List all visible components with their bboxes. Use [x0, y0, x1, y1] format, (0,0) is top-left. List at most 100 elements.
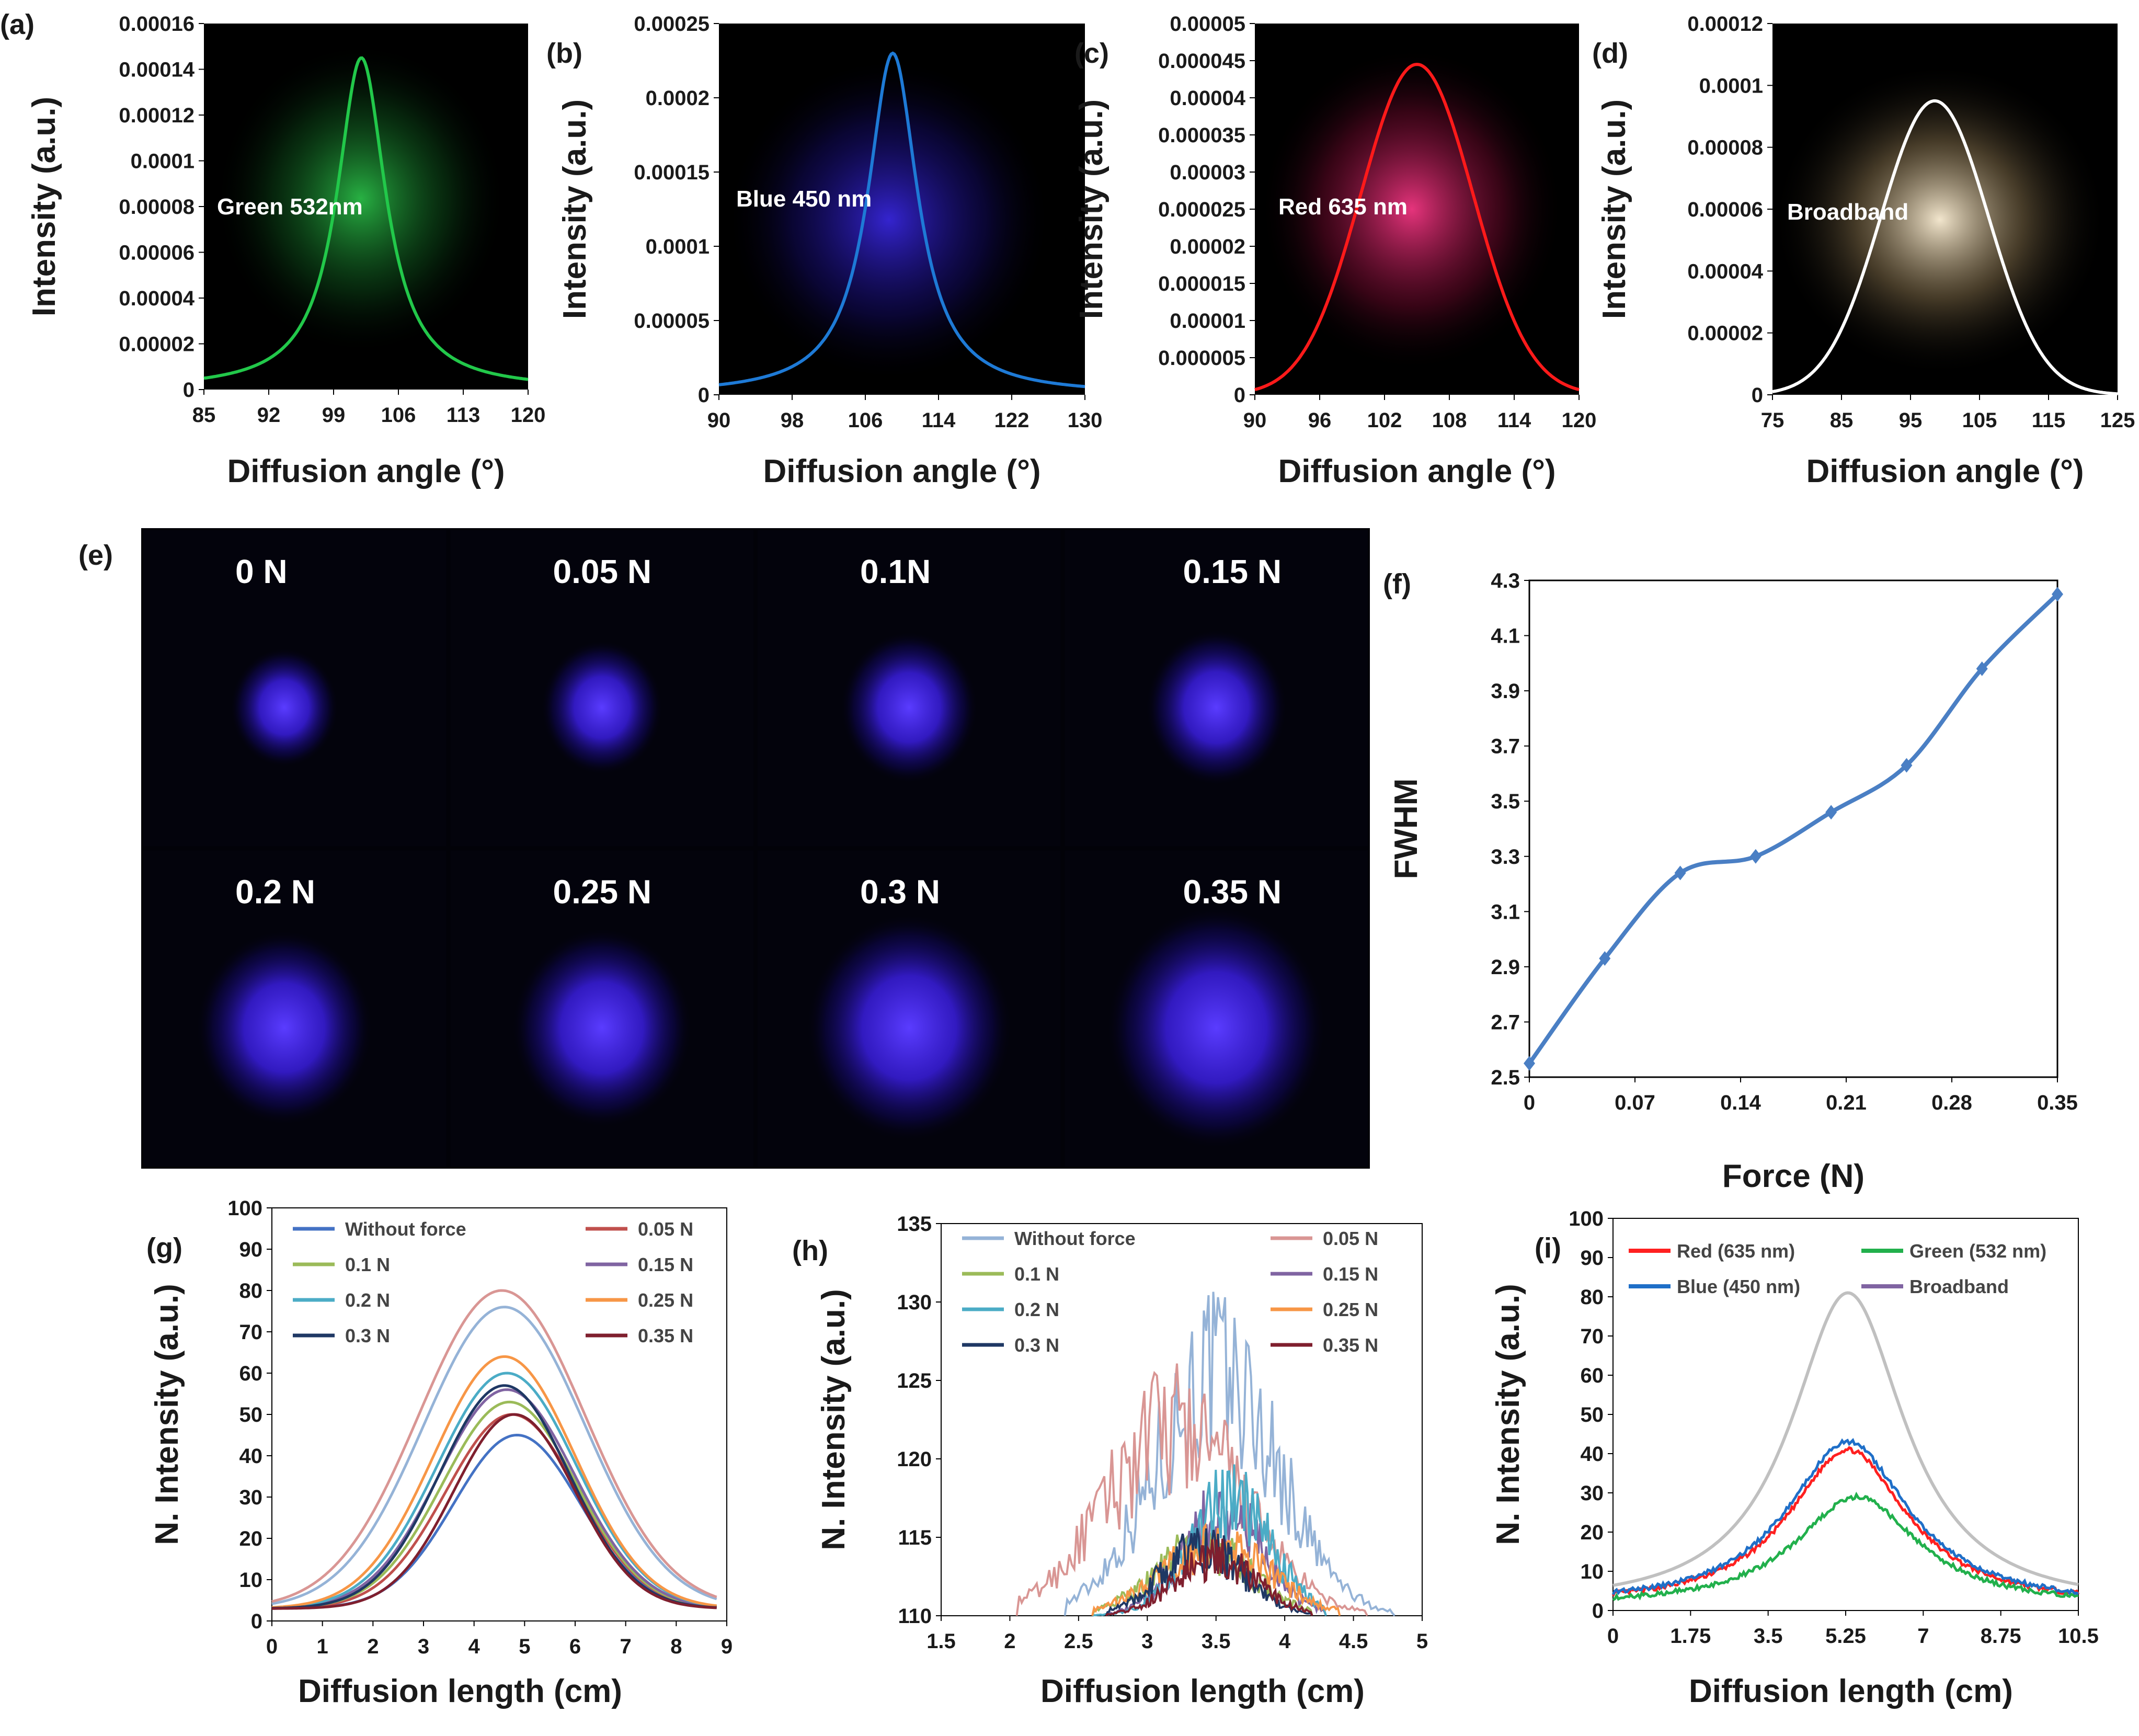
light-spot: [230, 647, 339, 768]
y-tick-label: 10: [239, 1569, 263, 1592]
y-tick-label: 40: [1581, 1443, 1604, 1466]
fwhm-point: [1524, 1056, 1535, 1071]
legend-label: 0.35 N: [638, 1325, 693, 1346]
y-tick-label: 80: [239, 1280, 263, 1303]
y-tick-label: 0.000025: [1158, 198, 1245, 221]
panel-d-annotation: Broadband: [1787, 199, 1908, 225]
x-tick-label: 0: [1607, 1625, 1619, 1648]
y-tick-label: 0.00006: [119, 242, 195, 265]
force-label: 0.3 N: [860, 873, 940, 911]
x-tick-label: 6: [569, 1635, 581, 1658]
y-tick-label: 3.3: [1491, 846, 1520, 869]
y-tick-label: 40: [239, 1445, 263, 1468]
x-tick-label: 4: [468, 1635, 481, 1658]
force-label: 0.15 N: [1183, 553, 1282, 590]
fwhm-point: [2052, 587, 2063, 602]
series-line: [1105, 1538, 1313, 1617]
y-tick-label: 0: [1592, 1600, 1604, 1623]
fwhm-point: [1901, 758, 1913, 773]
y-tick-label: 0.00025: [634, 13, 710, 36]
panel-label-i: (i): [1535, 1232, 1561, 1264]
y-tick-label: 0.00005: [1170, 13, 1245, 36]
x-tick-label: 114: [1497, 409, 1531, 432]
x-tick-label: 7: [620, 1635, 632, 1658]
y-tick-label: 0.00008: [119, 196, 195, 219]
spot-cell: 0.05 N: [450, 530, 753, 847]
y-tick-label: 0.00008: [1687, 136, 1763, 159]
y-tick-label: 20: [1581, 1521, 1604, 1544]
panel-a-ylabel: Intensity (a.u.): [26, 97, 62, 316]
y-tick-label: 0.00004: [1170, 87, 1245, 110]
x-tick-label: 4.5: [1339, 1630, 1368, 1653]
spot-cell: 0 N: [143, 530, 447, 847]
panel-i-y-axis: 0 10 20 30 40 50 60 70 80 90 100: [1569, 1207, 1613, 1623]
spot-cell: 0.15 N: [1065, 530, 1368, 847]
light-spot: [195, 929, 374, 1127]
x-tick-label: 120: [1562, 409, 1597, 432]
series-line: [271, 1372, 717, 1609]
panel-d-y-axis: 0 0.00002 0.00004 0.00006 0.00008 0.0001 0.000…: [1687, 13, 1772, 407]
x-tick-label: 0.28: [1931, 1091, 1972, 1114]
force-label: 0.35 N: [1183, 873, 1282, 911]
fwhm-point: [1749, 849, 1761, 864]
y-tick-label: 3.7: [1491, 735, 1520, 758]
blue-spot-glow: [727, 58, 1051, 382]
x-tick-label: 4: [1279, 1630, 1291, 1653]
legend-label: Green (532 nm): [1909, 1240, 2046, 1262]
y-tick-label: 0.00001: [1170, 310, 1245, 333]
legend-label: Blue (450 nm): [1677, 1276, 1800, 1297]
legend-label: 0.05 N: [638, 1218, 693, 1240]
x-tick-label: 5: [1416, 1630, 1428, 1653]
panel-i-plot-area: [1612, 1218, 2079, 1611]
x-tick-label: 5: [519, 1635, 530, 1658]
panel-b-xlabel: Diffusion angle (°): [763, 453, 1040, 489]
panel-label-g: (g): [146, 1232, 182, 1264]
series-line: [271, 1289, 717, 1603]
legend-label: 0.35 N: [1323, 1334, 1378, 1356]
panel-i-legend: Red (635 nm) Green (532 nm) Blue (450 nm) B…: [1629, 1240, 2046, 1297]
panel-b-annotation: Blue 450 nm: [736, 186, 872, 212]
y-tick-label: 0.00012: [119, 104, 195, 127]
x-tick-label: 2.5: [1064, 1630, 1093, 1653]
panel-i-series: [1611, 1291, 2080, 1602]
panel-label-a: (a): [0, 9, 35, 40]
spot-cell: 0.2 N: [143, 850, 447, 1167]
panel-b-y-axis: 0 0.00005 0.0001 0.00015 0.0002 0.00025: [634, 13, 719, 407]
x-tick-label: 102: [1367, 409, 1402, 432]
legend-label: 0.15 N: [638, 1254, 693, 1275]
x-tick-label: 92: [257, 404, 281, 427]
y-tick-label: 0.0001: [646, 235, 710, 258]
y-tick-label: 0.000015: [1158, 272, 1245, 295]
y-tick-label: 0.00004: [1687, 260, 1763, 283]
panel-i-x-axis: 0 1.75 3.5 5.25 7 8.75 10.5: [1607, 1611, 2099, 1648]
panel-h-series: [1015, 1292, 1396, 1617]
legend-label: 0.3 N: [1014, 1334, 1059, 1356]
panel-f-plot-area: [1528, 579, 2058, 1078]
light-spot: [1145, 628, 1288, 787]
x-tick-label: 108: [1432, 409, 1467, 432]
panel-c-xlabel: Diffusion angle (°): [1278, 453, 1555, 489]
x-tick-label: 3.5: [1754, 1625, 1783, 1648]
y-tick-label: 90: [239, 1238, 263, 1261]
panel-h-y-axis: 110 115 120 125 130 135: [897, 1213, 941, 1628]
series-line: [271, 1355, 717, 1609]
x-tick-label: 0: [1524, 1091, 1535, 1114]
panel-g-y-axis: 0 10 20 30 40 50 60 70 80 90 100: [227, 1197, 272, 1633]
y-tick-label: 100: [1569, 1207, 1604, 1230]
x-tick-label: 90: [707, 409, 731, 432]
y-tick-label: 0.0001: [131, 150, 195, 173]
panel-c-red-profile: (c) 0 0.000005 0.00001 0.000015 0.00002 0.000…: [1073, 13, 1596, 489]
legend-label: Broadband: [1909, 1276, 2009, 1297]
x-tick-label: 2: [367, 1635, 379, 1658]
x-tick-label: 96: [1308, 409, 1332, 432]
series-line: [1015, 1363, 1368, 1616]
legend-label: 0.1 N: [345, 1254, 390, 1275]
y-tick-label: 3.9: [1491, 680, 1520, 703]
y-tick-label: 0.00005: [634, 310, 710, 333]
panel-label-c: (c): [1074, 38, 1109, 69]
legend-label: 0.25 N: [1323, 1299, 1378, 1320]
panel-h-ylabel: N. Intensity (a.u.): [816, 1289, 852, 1550]
x-tick-label: 130: [1068, 409, 1103, 432]
panel-a-curve: [203, 56, 529, 381]
panel-c-y-axis: 0 0.000005 0.00001 0.000015 0.00002 0.000025 0…: [1158, 13, 1255, 407]
